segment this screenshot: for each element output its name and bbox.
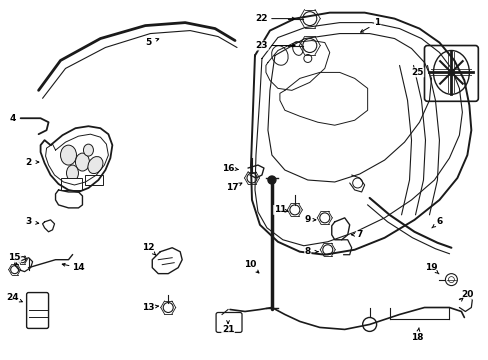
Ellipse shape [66,165,78,181]
Text: 7: 7 [356,230,362,239]
Ellipse shape [271,46,287,65]
Text: 15: 15 [8,253,21,262]
Text: 13: 13 [142,303,154,312]
Circle shape [267,176,275,184]
Text: 14: 14 [72,263,84,272]
Ellipse shape [75,153,89,171]
Bar [85,175,103,185]
Text: 5: 5 [145,38,151,47]
Text: 9: 9 [304,215,310,224]
Text: 19: 19 [424,263,437,272]
Ellipse shape [292,42,303,55]
Bar [61,178,82,190]
Text: 25: 25 [410,68,423,77]
Text: 20: 20 [460,290,472,299]
Text: 23: 23 [255,41,267,50]
Text: 18: 18 [410,333,423,342]
Ellipse shape [88,157,103,174]
Text: 21: 21 [222,325,234,334]
Text: 17: 17 [225,184,238,193]
FancyBboxPatch shape [216,312,242,332]
Text: 10: 10 [244,260,256,269]
Text: 12: 12 [142,243,154,252]
FancyBboxPatch shape [424,45,477,101]
Text: 3: 3 [25,217,32,226]
Text: 16: 16 [222,163,234,172]
FancyBboxPatch shape [26,293,48,328]
Text: 1: 1 [374,18,380,27]
Text: 8: 8 [304,247,310,256]
Text: 4: 4 [9,114,16,123]
Text: 11: 11 [273,206,285,215]
Text: 2: 2 [25,158,32,167]
Text: 6: 6 [435,217,442,226]
Text: 22: 22 [255,14,267,23]
Text: 24: 24 [6,293,19,302]
Ellipse shape [83,144,93,156]
Ellipse shape [61,145,76,165]
